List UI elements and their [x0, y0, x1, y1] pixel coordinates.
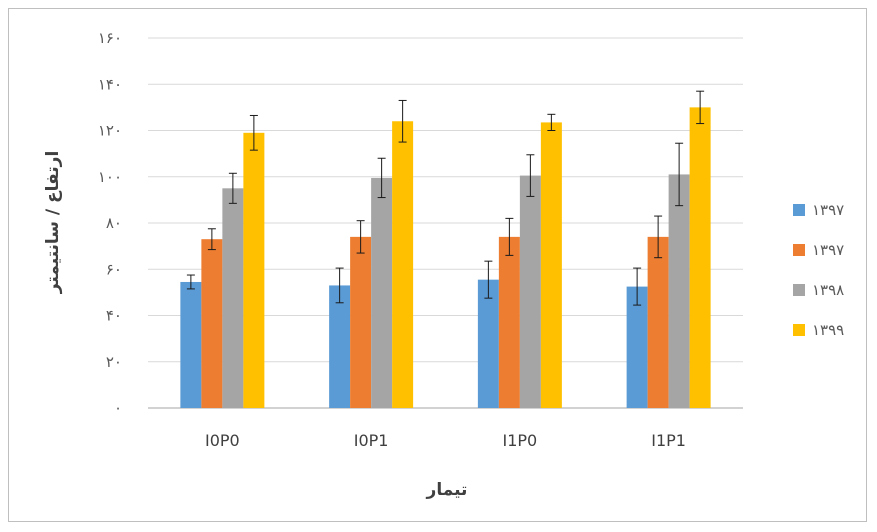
legend-label: ۱۳۹۸: [812, 281, 844, 299]
legend-swatch: [793, 244, 805, 256]
bar: [350, 236, 372, 408]
bar: [498, 236, 520, 408]
legend: ۱۳۹۷ ۱۳۹۷ ۱۳۹۸ ۱۳۹۹: [793, 201, 844, 339]
y-tick-label: ۱۲۰: [98, 122, 122, 140]
bar: [540, 122, 562, 408]
bar: [222, 188, 244, 408]
legend-label: ۱۳۹۷: [812, 201, 844, 219]
bar: [392, 121, 414, 408]
x-axis-title: تیمار: [426, 480, 468, 500]
y-tick-label: ۴۰: [106, 307, 122, 325]
bar: [519, 175, 541, 408]
bar: [668, 174, 690, 408]
legend-label: ۱۳۹۹: [812, 321, 844, 339]
bar: [371, 177, 393, 408]
legend-swatch: [793, 204, 805, 216]
y-axis-title: ارتفاع / سانتیمتر: [43, 151, 63, 295]
y-tick-label: ۶۰: [106, 260, 122, 278]
bar: [477, 279, 499, 408]
bar: [689, 107, 711, 408]
y-tick-label: ۸۰: [106, 214, 122, 232]
y-tick-label: ۲۰: [106, 353, 122, 371]
legend-swatch: [793, 284, 805, 296]
bar: [243, 132, 265, 408]
bar: [201, 239, 223, 408]
y-tick-label: ۱۴۰: [98, 75, 122, 93]
y-tick-label: ۰: [114, 399, 122, 417]
bar: [180, 281, 202, 408]
y-tick-label: ۱۰۰: [98, 168, 122, 186]
y-tick-labels: ۰ ۲۰ ۴۰ ۶۰ ۸۰ ۱۰۰ ۱۲۰ ۱۴۰ ۱۶۰: [98, 29, 122, 417]
x-category-label: I1P0: [503, 431, 538, 450]
x-category-labels: I0P0 I0P1 I1P0 I1P1: [205, 431, 686, 450]
legend-swatch: [793, 324, 805, 336]
x-category-label: I0P1: [354, 431, 389, 450]
y-tick-label: ۱۶۰: [98, 29, 122, 47]
bar: [647, 236, 669, 408]
x-category-label: I0P0: [205, 431, 240, 450]
bars: [180, 107, 711, 408]
x-category-label: I1P1: [651, 431, 686, 450]
bar: [626, 286, 648, 408]
bar: [329, 285, 351, 408]
legend-label: ۱۳۹۷: [812, 241, 844, 259]
error-bars: [186, 90, 705, 306]
chart-frame: [8, 8, 867, 522]
